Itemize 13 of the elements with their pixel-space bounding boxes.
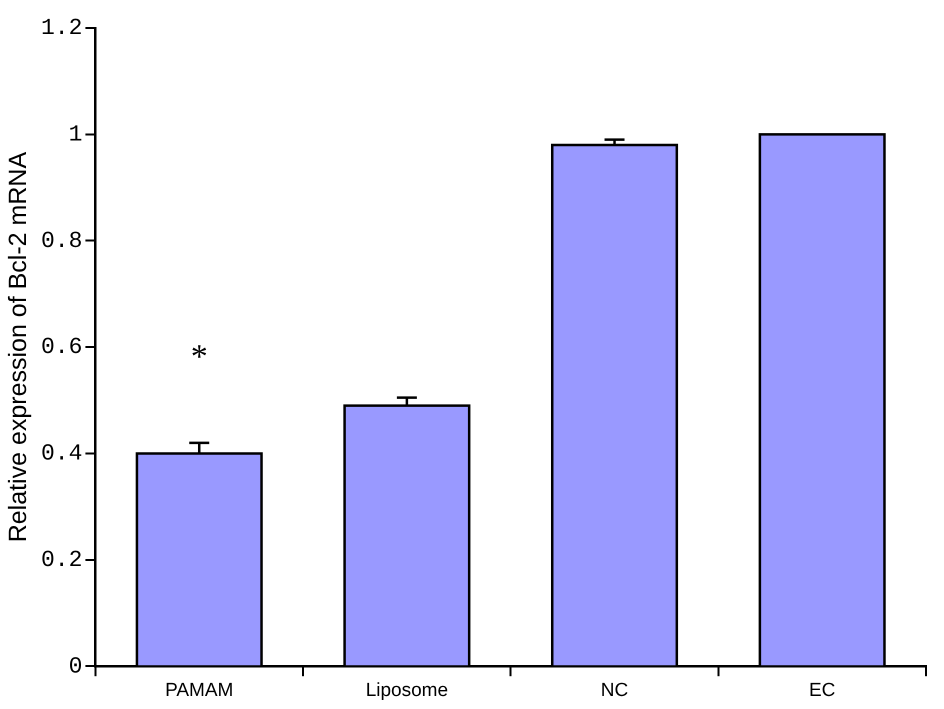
y-tick-label: 0.6 xyxy=(40,334,82,360)
y-tick-label: 1 xyxy=(68,121,82,148)
annotation: * xyxy=(190,338,208,376)
y-tick-label: 1.2 xyxy=(40,15,82,42)
y-tick-label: 0.2 xyxy=(40,546,82,573)
y-tick-label: 0.4 xyxy=(40,440,82,467)
y-tick-label: 0.8 xyxy=(40,228,82,254)
y-axis-title: Relative expression of Bcl-2 mRNA xyxy=(4,152,32,542)
x-tick-label: Liposome xyxy=(366,680,448,701)
y-tick-label: 0 xyxy=(68,653,82,680)
x-tick-label: EC xyxy=(808,680,836,701)
x-tick-label: PAMAM xyxy=(165,680,234,701)
x-tick-label: NC xyxy=(600,680,628,701)
